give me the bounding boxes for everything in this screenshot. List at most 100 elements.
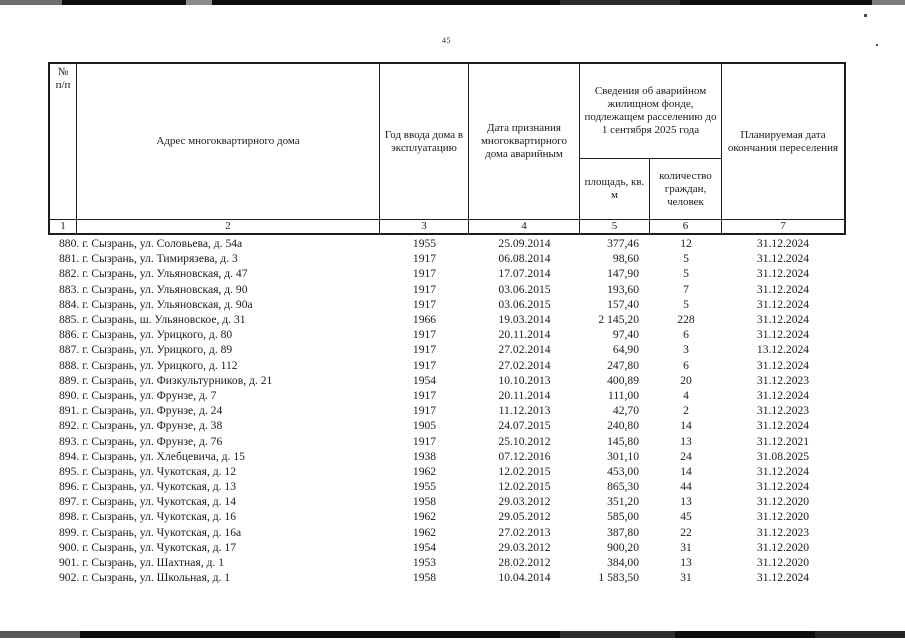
row-date-declared: 29.03.2012 (498, 540, 551, 554)
row-area: 585,00 (607, 510, 639, 524)
resettlement-table: № п/п Адрес многоквартирного дома Год вв… (48, 62, 846, 585)
row-address: 889. г. Сызрань, ул. Физкультурников, д.… (59, 373, 273, 387)
table-row: 901. г. Сызрань, ул. Шахтная, д. 1 1953 … (50, 555, 846, 570)
row-year: 1962 (412, 464, 437, 478)
row-date-declared: 20.11.2014 (498, 388, 551, 402)
row-date-declared: 12.02.2015 (498, 464, 551, 478)
row-year: 1958 (412, 571, 437, 585)
table-row: 885. г. Сызрань, ш. Ульяновское, д. 31 1… (50, 312, 846, 327)
row-year: 1917 (412, 328, 437, 342)
table-row: 891. г. Сызрань, ул. Фрунзе, д. 24 1917 … (50, 403, 846, 418)
row-planned-date: 31.12.2024 (756, 388, 810, 402)
row-date-declared: 27.02.2014 (498, 343, 551, 357)
row-year: 1938 (412, 449, 437, 463)
column-number-2: 2 (77, 220, 380, 233)
row-area: 97,40 (612, 328, 639, 342)
table-row: 902. г. Сызрань, ул. Школьная, д. 1 1958… (50, 570, 846, 585)
row-address: 901. г. Сызрань, ул. Шахтная, д. 1 (59, 556, 225, 570)
row-year: 1917 (412, 404, 437, 418)
row-citizens: 24 (680, 449, 692, 463)
row-planned-date: 31.12.2023 (756, 525, 810, 539)
table-row: 897. г. Сызрань, ул. Чукотская, д. 14 19… (50, 494, 846, 509)
header-date-declared: Дата признания многоквартирного дома ава… (469, 64, 580, 220)
row-area: 1 583,50 (598, 571, 639, 585)
row-citizens: 228 (677, 313, 695, 327)
row-date-declared: 12.02.2015 (498, 480, 551, 494)
table-row: 894. г. Сызрань, ул. Хлебцевича, д. 15 1… (50, 449, 846, 464)
header-address: Адрес многоквартирного дома (77, 64, 380, 220)
row-date-declared: 17.07.2014 (498, 267, 551, 281)
row-year: 1917 (412, 267, 437, 281)
row-address: 902. г. Сызрань, ул. Школьная, д. 1 (59, 571, 231, 585)
row-citizens: 31 (680, 571, 692, 585)
row-date-declared: 27.02.2013 (498, 525, 551, 539)
row-year: 1917 (412, 343, 437, 357)
row-year: 1954 (412, 540, 437, 554)
row-planned-date: 13.12.2024 (756, 343, 810, 357)
row-year: 1962 (412, 510, 437, 524)
table-row: 882. г. Сызрань, ул. Ульяновская, д. 47 … (50, 266, 846, 281)
row-citizens: 5 (683, 267, 689, 281)
row-area: 193,60 (607, 282, 639, 296)
row-citizens: 14 (680, 464, 692, 478)
table-row: 884. г. Сызрань, ул. Ульяновская, д. 90а… (50, 297, 846, 312)
row-address: 883. г. Сызрань, ул. Ульяновская, д. 90 (59, 282, 248, 296)
row-date-declared: 11.12.2013 (498, 404, 551, 418)
row-planned-date: 31.12.2020 (756, 495, 810, 509)
row-year: 1905 (412, 419, 437, 433)
row-area: 384,00 (607, 556, 639, 570)
row-address: 896. г. Сызрань, ул. Чукотская, д. 13 (59, 480, 237, 494)
table-row: 895. г. Сызрань, ул. Чукотская, д. 12 19… (50, 464, 846, 479)
row-year: 1917 (412, 388, 437, 402)
row-area: 400,89 (607, 373, 639, 387)
row-planned-date: 31.12.2021 (756, 434, 810, 448)
row-planned-date: 31.08.2025 (756, 449, 810, 463)
row-address: 891. г. Сызрань, ул. Фрунзе, д. 24 (59, 404, 223, 418)
row-citizens: 12 (680, 237, 692, 251)
row-date-declared: 10.10.2013 (498, 373, 551, 387)
column-number-7: 7 (780, 220, 786, 232)
row-citizens: 14 (680, 419, 692, 433)
row-citizens: 3 (683, 343, 689, 357)
row-area: 2 145,20 (598, 313, 639, 327)
row-address: 898. г. Сызрань, ул. Чукотская, д. 16 (59, 510, 237, 524)
table-row: 890. г. Сызрань, ул. Фрунзе, д. 7 1917 2… (50, 388, 846, 403)
row-date-declared: 06.08.2014 (498, 252, 551, 266)
row-citizens: 7 (683, 282, 689, 296)
row-date-declared: 28.02.2012 (498, 556, 551, 570)
row-planned-date: 31.12.2024 (756, 358, 810, 372)
row-citizens: 20 (680, 373, 692, 387)
row-planned-date: 31.12.2024 (756, 282, 810, 296)
row-area: 98,60 (612, 252, 639, 266)
row-citizens: 13 (680, 495, 692, 509)
table-row: 883. г. Сызрань, ул. Ульяновская, д. 90 … (50, 282, 846, 297)
row-year: 1917 (412, 434, 437, 448)
column-number-4: 4 (469, 220, 580, 233)
column-number-1: 1 (50, 220, 77, 233)
row-area: 453,00 (607, 464, 639, 478)
row-address: 897. г. Сызрань, ул. Чукотская, д. 14 (59, 495, 237, 509)
row-citizens: 4 (683, 388, 689, 402)
table-row: 886. г. Сызрань, ул. Урицкого, д. 80 191… (50, 327, 846, 342)
row-area: 240,80 (607, 419, 639, 433)
row-planned-date: 31.12.2024 (756, 464, 810, 478)
row-area: 865,30 (607, 480, 639, 494)
column-number-5: 5 (580, 220, 650, 233)
row-date-declared: 07.12.2016 (498, 449, 551, 463)
scan-artifact-segment (0, 0, 62, 5)
row-citizens: 6 (683, 328, 689, 342)
header-citizens: количество граждан, человек (650, 159, 722, 220)
row-planned-date: 31.12.2023 (756, 373, 810, 387)
row-date-declared: 03.06.2015 (498, 282, 551, 296)
scan-artifact-segment (815, 631, 905, 638)
row-area: 301,10 (607, 449, 639, 463)
row-citizens: 45 (680, 510, 692, 524)
row-address: 880. г. Сызрань, ул. Соловьева, д. 54а (59, 237, 243, 251)
table-row: 898. г. Сызрань, ул. Чукотская, д. 16 19… (50, 509, 846, 524)
row-year: 1958 (412, 495, 437, 509)
row-date-declared: 25.10.2012 (498, 434, 551, 448)
row-date-declared: 24.07.2015 (498, 419, 551, 433)
row-area: 900,20 (607, 540, 639, 554)
row-date-declared: 27.02.2014 (498, 358, 551, 372)
